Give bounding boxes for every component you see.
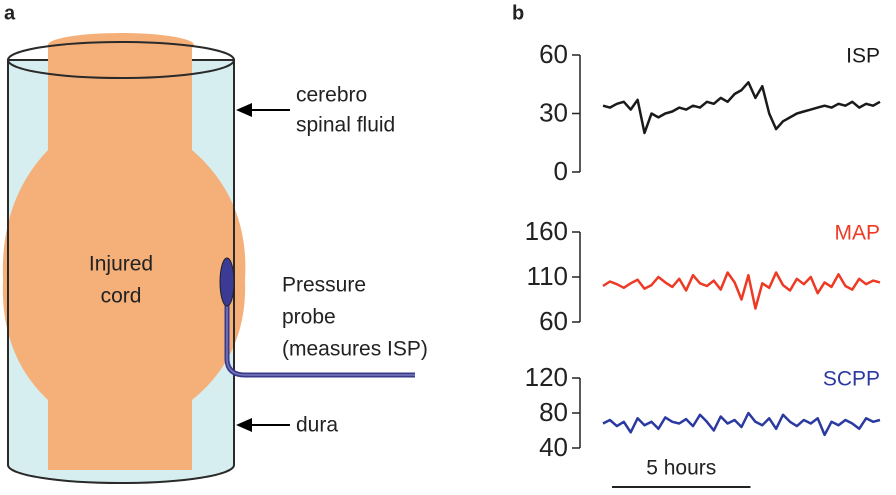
probe-wire-highlight xyxy=(226,300,415,376)
data-line xyxy=(602,81,881,135)
y-tick-label: 80 xyxy=(539,397,568,427)
probe-label: probe xyxy=(282,306,336,329)
y-tick-label: 160 xyxy=(525,216,568,246)
dura-label: dura xyxy=(296,414,338,437)
y-tick-label: 40 xyxy=(539,432,568,462)
series-label: SCPP xyxy=(823,368,880,391)
data-line xyxy=(602,411,881,437)
y-tick-label: 60 xyxy=(539,39,568,69)
y-tick-label: 120 xyxy=(525,362,568,392)
y-tick-label: 60 xyxy=(539,306,568,336)
y-tick-label: 110 xyxy=(527,261,568,291)
data-line xyxy=(602,271,881,310)
arrowhead xyxy=(236,418,252,432)
spinal-cord xyxy=(2,45,246,470)
panel-label: a xyxy=(4,2,16,24)
cord-label: cord xyxy=(101,285,142,308)
panel-label: b xyxy=(512,2,524,24)
cord-label: Injured xyxy=(89,253,153,276)
series-label: ISP xyxy=(846,45,880,68)
csf-label: cerebro xyxy=(296,84,367,107)
scale-bar-label: 5 hours xyxy=(646,457,716,480)
probe-label: (measures ISP) xyxy=(282,338,428,361)
cord-top xyxy=(48,33,194,57)
probe-tip xyxy=(219,257,235,307)
csf-label: spinal fluid xyxy=(296,114,395,137)
arrowhead xyxy=(236,103,252,117)
probe-label: Pressure xyxy=(282,274,366,297)
y-tick-label: 0 xyxy=(554,156,568,186)
y-tick-label: 30 xyxy=(539,97,568,127)
series-label: MAP xyxy=(834,222,880,245)
